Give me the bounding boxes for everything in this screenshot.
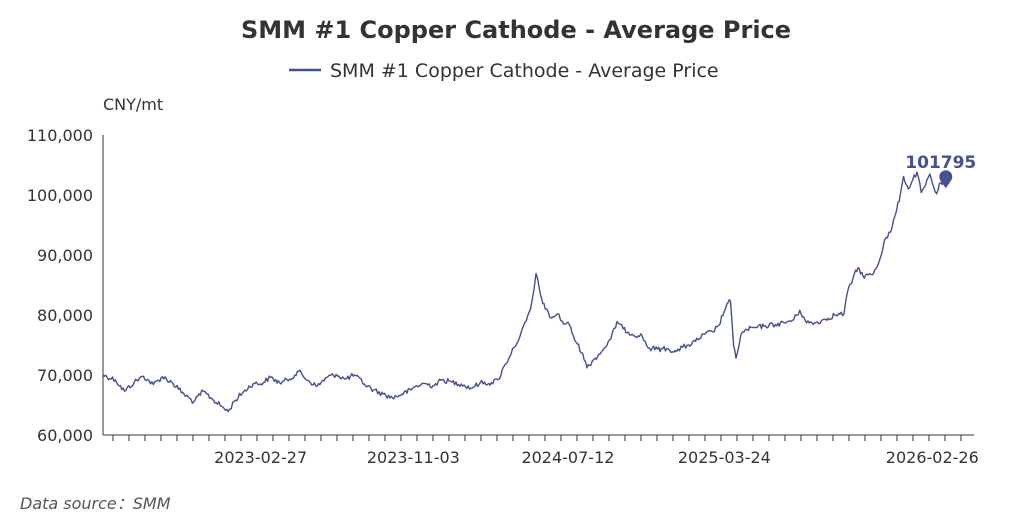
- last-value-marker[interactable]: [939, 170, 953, 189]
- chart-title: SMM #1 Copper Cathode - Average Price: [241, 16, 791, 44]
- y-tick-label: 80,000: [37, 306, 93, 325]
- x-tick-label: 2023-11-03: [367, 448, 460, 467]
- x-tick-label: 2023-02-27: [214, 448, 307, 467]
- y-axis-unit-label: CNY/mt: [103, 95, 163, 114]
- legend[interactable]: SMM #1 Copper Cathode - Average Price: [289, 60, 719, 82]
- y-tick-label: 90,000: [37, 246, 93, 265]
- y-tick-label: 100,000: [27, 186, 93, 205]
- y-axis-ticks: 60,000 70,000 80,000 90,000 100,000 110,000: [27, 126, 104, 445]
- x-tick-label: 2025-03-24: [678, 448, 771, 467]
- data-source-note: Data source：SMM: [20, 494, 171, 513]
- series-line[interactable]: [102, 171, 946, 413]
- x-tick-label: 2026-02-26: [886, 448, 979, 467]
- y-tick-label: 110,000: [27, 126, 93, 145]
- legend-label: SMM #1 Copper Cathode - Average Price: [330, 60, 719, 82]
- y-tick-label: 70,000: [37, 366, 93, 385]
- x-axis: 2023-02-27 2023-11-03 2024-07-12 2025-03-24…: [103, 434, 979, 467]
- series-group: 101795: [102, 153, 976, 413]
- y-tick-label: 60,000: [37, 426, 93, 445]
- x-tick-label: 2024-07-12: [521, 448, 614, 467]
- last-value-label: 101795: [905, 153, 976, 173]
